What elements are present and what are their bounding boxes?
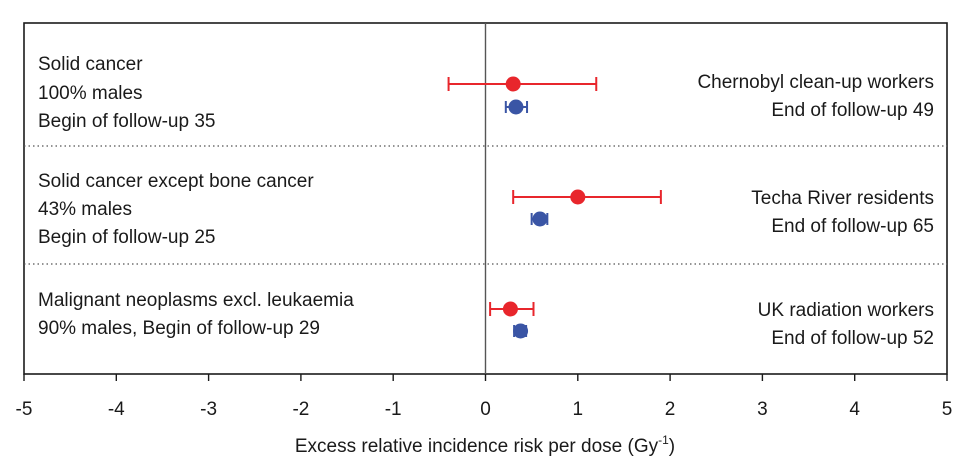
x-tick-label: -5 — [16, 399, 33, 420]
panel-right-text: End of follow-up 65 — [771, 216, 934, 237]
x-tick-label: 4 — [849, 399, 860, 420]
red-point — [570, 189, 586, 205]
x-tick-label: -3 — [200, 399, 217, 420]
panel: Solid cancer 100% males Begin of follow-up… — [38, 54, 934, 132]
panel-left-text: Begin of follow-up 35 — [38, 111, 215, 132]
panel-right-text: End of follow-up 52 — [771, 328, 934, 349]
blue-point — [532, 211, 548, 227]
x-tick-label: 0 — [480, 399, 491, 420]
x-tick-label: -2 — [292, 399, 309, 420]
panel: Solid cancer except bone cancer 43% males… — [38, 171, 934, 248]
panel-left-text: Solid cancer — [38, 54, 143, 75]
x-axis-label-main: Excess relative incidence risk per dose … — [295, 436, 659, 457]
panel-left-text: 100% males — [38, 83, 143, 104]
panel-left-text: Solid cancer except bone cancer — [38, 171, 314, 192]
x-axis-label-sup: -1 — [658, 433, 669, 447]
panel-right-text: End of follow-up 49 — [771, 100, 934, 121]
x-tick-label: 5 — [942, 399, 953, 420]
x-tick-label: 2 — [665, 399, 676, 420]
panel-right-text: UK radiation workers — [758, 300, 934, 321]
panels: Solid cancer 100% males Begin of follow-up… — [38, 54, 934, 349]
x-tick-label: -4 — [108, 399, 125, 420]
red-point — [505, 76, 521, 92]
panel-right-text: Techa River residents — [751, 188, 934, 209]
x-axis-ticks: -5 -4 -3 -2 -1 0 1 2 3 4 5 — [16, 374, 953, 420]
x-axis-label-tail: ) — [669, 436, 675, 457]
x-axis-label: Excess relative incidence risk per dose … — [295, 433, 675, 457]
panel: Malignant neoplasms excl. leukaemia 90% m… — [38, 290, 934, 349]
panel-left-text: Malignant neoplasms excl. leukaemia — [38, 290, 354, 311]
blue-point — [508, 99, 524, 115]
panel-left-text: 43% males — [38, 199, 132, 220]
blue-point — [513, 323, 529, 339]
panel-right-text: Chernobyl clean-up workers — [697, 72, 934, 93]
x-tick-label: 3 — [757, 399, 768, 420]
x-tick-label: 1 — [573, 399, 584, 420]
x-tick-label: -1 — [385, 399, 402, 420]
red-point — [502, 301, 518, 317]
panel-left-text: 90% males, Begin of follow-up 29 — [38, 318, 320, 339]
panel-left-text: Begin of follow-up 25 — [38, 227, 215, 248]
